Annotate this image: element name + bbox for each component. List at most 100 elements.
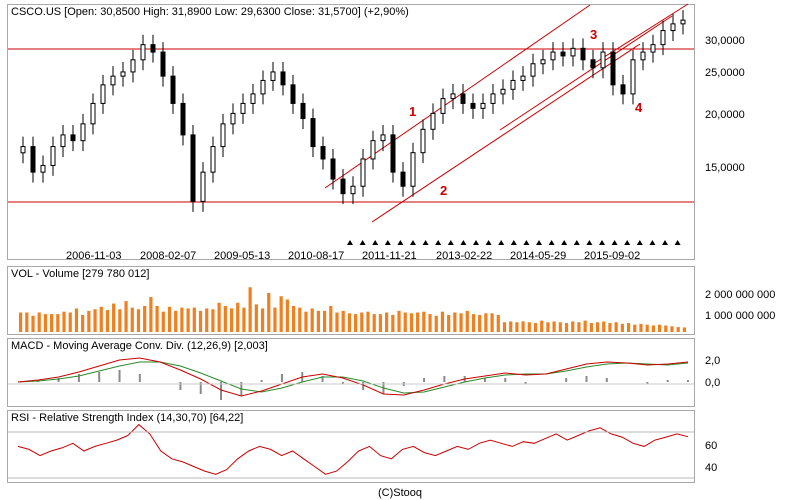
volume-bar bbox=[291, 306, 296, 332]
signal-triangle bbox=[498, 240, 505, 245]
macd-histogram-bar bbox=[138, 374, 141, 382]
volume-bar bbox=[620, 323, 624, 332]
macd-histogram-bar bbox=[57, 378, 60, 382]
candle-body bbox=[90, 102, 96, 125]
volume-bar bbox=[304, 311, 308, 332]
candle-body bbox=[360, 158, 366, 187]
volume-bar bbox=[105, 310, 110, 332]
candle-body bbox=[310, 118, 316, 148]
signal-triangle bbox=[548, 240, 555, 245]
candle-body bbox=[280, 71, 286, 86]
volume-bar bbox=[397, 310, 401, 332]
macd-histogram-bar bbox=[260, 380, 263, 382]
rsi-series-line bbox=[17, 423, 689, 475]
volume-bar bbox=[43, 314, 48, 332]
signal-triangle bbox=[422, 240, 429, 245]
volume-bar bbox=[99, 306, 103, 332]
volume-bar bbox=[471, 314, 476, 332]
signal-triangle bbox=[359, 240, 366, 245]
macd-panel bbox=[7, 338, 695, 407]
annotation-2: 2 bbox=[440, 183, 448, 198]
price-y-label: 30,0000 bbox=[705, 35, 745, 47]
macd-histogram-bar bbox=[605, 378, 608, 382]
macd-histogram-bar bbox=[77, 374, 80, 382]
candle-body bbox=[580, 47, 586, 61]
candle-body bbox=[590, 59, 596, 69]
volume-bar bbox=[521, 321, 525, 332]
volume-bar bbox=[639, 323, 643, 332]
macd-line bbox=[17, 357, 689, 397]
candle-body bbox=[560, 51, 566, 57]
channel-upper-line bbox=[324, 4, 591, 189]
candle-body bbox=[80, 123, 86, 142]
signal-triangle bbox=[599, 240, 605, 245]
volume-bar bbox=[68, 312, 72, 332]
volume-bar bbox=[484, 313, 488, 332]
volume-bar bbox=[118, 309, 122, 332]
volume-bar bbox=[254, 304, 258, 332]
candle-body bbox=[30, 146, 36, 173]
volume-bar bbox=[533, 323, 538, 332]
macd-histogram-bar bbox=[199, 382, 202, 394]
volume-bar bbox=[273, 307, 277, 332]
volume-bar bbox=[285, 299, 289, 332]
candle-body bbox=[650, 44, 656, 53]
annotation-4: 4 bbox=[635, 100, 643, 115]
candle-body bbox=[520, 75, 526, 81]
candle-body bbox=[490, 93, 496, 104]
macd-histogram-bar bbox=[585, 376, 588, 382]
volume-bar bbox=[502, 322, 507, 332]
volume-bar bbox=[434, 315, 438, 332]
volume-bar bbox=[360, 312, 364, 332]
volume-bar bbox=[552, 321, 556, 332]
volume-bar bbox=[31, 315, 35, 332]
macd-lines bbox=[17, 357, 689, 400]
candle-body bbox=[60, 134, 66, 148]
volume-bar bbox=[558, 322, 562, 332]
volume-bar bbox=[633, 324, 637, 332]
volume-bar bbox=[223, 306, 227, 332]
candle-body bbox=[250, 93, 256, 104]
volume-bar bbox=[229, 308, 234, 332]
signal-triangle bbox=[447, 240, 454, 245]
volume-bar bbox=[25, 312, 29, 332]
copyright: (C)Stooq bbox=[377, 487, 423, 499]
x-tick-label: 2015-09-02 bbox=[584, 250, 641, 262]
candle-body bbox=[570, 47, 576, 57]
candle-body bbox=[350, 185, 356, 195]
volume-bar bbox=[112, 303, 116, 332]
volume-bar bbox=[571, 321, 575, 332]
macd-histogram-bar bbox=[341, 382, 344, 384]
rsi-y-label: 60 bbox=[705, 440, 718, 452]
volume-bar bbox=[50, 314, 54, 332]
macd-histogram-bar bbox=[687, 380, 689, 382]
signal-triangle bbox=[611, 240, 618, 245]
rsi-y-label: 40 bbox=[705, 462, 718, 474]
candle-body bbox=[200, 171, 206, 202]
volume-bar bbox=[192, 307, 196, 332]
volume-bar bbox=[564, 323, 569, 332]
volume-bar bbox=[378, 314, 383, 332]
volume-bar bbox=[298, 307, 302, 332]
candle-body bbox=[120, 71, 126, 77]
candle-body bbox=[180, 102, 186, 136]
signal-triangle bbox=[347, 240, 353, 245]
signal-triangle bbox=[523, 240, 530, 245]
macd-histogram-bar bbox=[118, 370, 121, 382]
volume-bar bbox=[546, 322, 550, 332]
candles-group bbox=[20, 10, 686, 212]
macd-histogram-bar bbox=[646, 382, 649, 384]
volume-bar bbox=[589, 323, 593, 332]
volume-bar bbox=[409, 313, 414, 332]
channel-upper-line-2 bbox=[589, 3, 689, 67]
volume-bar bbox=[37, 312, 41, 332]
candle-body bbox=[290, 84, 296, 104]
macd-signal-line bbox=[17, 361, 689, 394]
x-tick-label: 2010-08-17 bbox=[288, 250, 345, 262]
candle-body bbox=[160, 51, 166, 77]
candle-body bbox=[530, 63, 536, 77]
signal-triangle bbox=[384, 240, 391, 245]
volume-bar bbox=[93, 309, 97, 332]
macd-histogram-bar bbox=[220, 382, 223, 400]
volume-bar bbox=[155, 306, 159, 332]
